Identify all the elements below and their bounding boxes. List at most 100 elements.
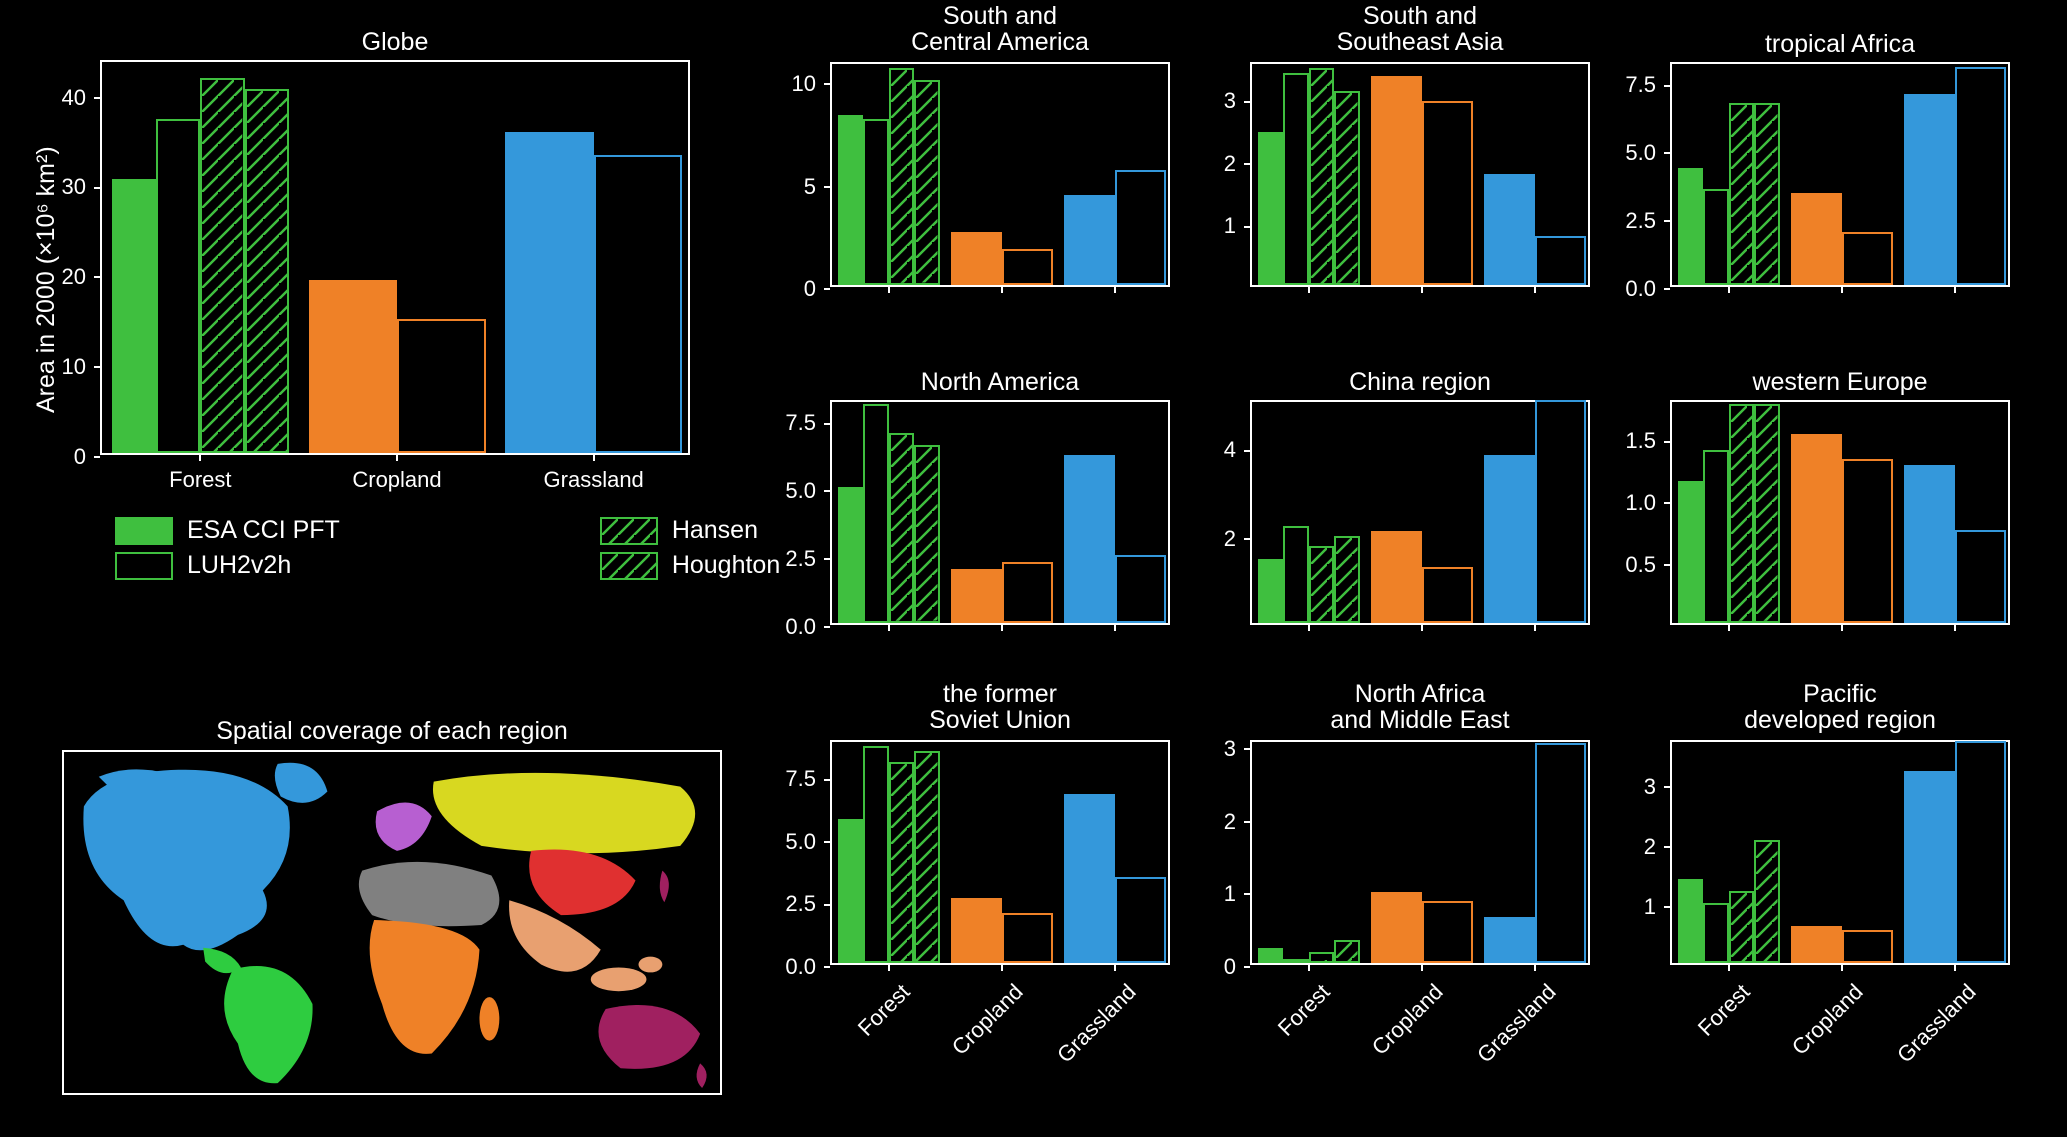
bar <box>1535 743 1586 963</box>
panel-scamerica: South and Central America0510 <box>830 62 1170 287</box>
ytick-label: 10 <box>792 71 816 97</box>
panel-title: western Europe <box>1672 369 2008 395</box>
ytick-label: 20 <box>62 264 86 290</box>
bar <box>1283 959 1309 963</box>
bar <box>1678 879 1704 963</box>
ytick-label: 1.0 <box>1625 490 1656 516</box>
bar <box>1115 555 1166 623</box>
ytick-label: 0 <box>1224 954 1236 980</box>
ytick-label: 5 <box>804 174 816 200</box>
xtick-label: Grassland <box>1038 979 1141 1082</box>
bar <box>838 819 864 963</box>
bar <box>1703 189 1729 285</box>
ytick-label: 2.5 <box>1625 208 1656 234</box>
bar <box>1678 481 1704 623</box>
bar <box>1729 891 1755 963</box>
bar <box>1535 236 1586 285</box>
legend-label: Hansen <box>672 516 758 545</box>
world-map <box>64 752 720 1093</box>
bar <box>1002 249 1053 285</box>
panel-sseasia: South and Southeast Asia123 <box>1250 62 1590 287</box>
bar <box>1115 170 1166 285</box>
ytick-label: 0 <box>74 444 86 470</box>
bar <box>397 319 486 453</box>
xtick-label: Grassland <box>1878 979 1981 1082</box>
bar <box>1309 952 1335 963</box>
bar <box>1309 546 1335 623</box>
bar <box>1703 903 1729 963</box>
panel-title: China region <box>1252 369 1588 395</box>
bar <box>838 115 864 285</box>
bar <box>1791 926 1842 963</box>
bar <box>889 68 915 285</box>
panel-title: South and Southeast Asia <box>1252 3 1588 56</box>
legend-item: Hansen <box>600 516 780 545</box>
bar <box>863 746 889 964</box>
panel-title: tropical Africa <box>1672 31 2008 57</box>
bar <box>914 80 940 285</box>
ytick-label: 2 <box>1224 526 1236 552</box>
ytick-label: 3 <box>1644 774 1656 800</box>
bar <box>1334 940 1360 963</box>
bar <box>1484 455 1535 623</box>
bar <box>1791 193 1842 285</box>
bar <box>1115 877 1166 963</box>
bar <box>838 487 864 623</box>
bar <box>889 762 915 963</box>
map-title: Spatial coverage of each region <box>62 718 722 744</box>
panel-title: South and Central America <box>832 3 1168 56</box>
bar <box>1842 930 1893 963</box>
bar <box>951 232 1002 285</box>
bar <box>594 155 683 453</box>
bar <box>1309 68 1335 286</box>
bar <box>863 119 889 285</box>
xtick-label: Grassland <box>534 467 654 493</box>
bar <box>156 119 200 453</box>
bar <box>1258 132 1284 285</box>
bar <box>1754 103 1780 285</box>
bar <box>1422 901 1473 963</box>
bar <box>1754 840 1780 963</box>
bar <box>1754 404 1780 623</box>
bar <box>951 898 1002 963</box>
legend-item: ESA CCI PFT <box>115 516 340 545</box>
ytick-label: 30 <box>62 174 86 200</box>
bar <box>914 751 940 964</box>
ytick-label: 3 <box>1224 736 1236 762</box>
bar <box>1484 174 1535 285</box>
ytick-label: 10 <box>62 354 86 380</box>
bar <box>1955 530 2006 623</box>
bar <box>1703 450 1729 623</box>
bar <box>1842 459 1893 623</box>
panel-pacific: Pacific developed region123ForestCroplan… <box>1670 740 2010 965</box>
xtick-label: Forest <box>1652 979 1755 1082</box>
bar <box>1729 404 1755 623</box>
bar <box>1842 232 1893 285</box>
panel-nafrica: North Africa and Middle East0123ForestCr… <box>1250 740 1590 965</box>
panel-weurope: western Europe0.51.01.5 <box>1670 400 2010 625</box>
bar <box>1064 455 1115 623</box>
bar <box>1334 91 1360 285</box>
ytick-label: 5.0 <box>785 478 816 504</box>
panel-fsu: the former Soviet Union0.02.55.07.5Fores… <box>830 740 1170 965</box>
bar <box>1422 101 1473 285</box>
panel-namerica: North America0.02.55.07.5 <box>830 400 1170 625</box>
ytick-label: 40 <box>62 85 86 111</box>
panel-tropafrica: tropical Africa0.02.55.07.5 <box>1670 62 2010 287</box>
y-axis-label: Area in 2000 (×10⁶ km²) <box>32 146 61 413</box>
bar <box>1729 103 1755 285</box>
ytick-label: 2 <box>1224 151 1236 177</box>
ytick-label: 1 <box>1644 894 1656 920</box>
ytick-label: 1 <box>1224 881 1236 907</box>
ytick-label: 1.5 <box>1625 428 1656 454</box>
xtick-label: Forest <box>140 467 260 493</box>
bar <box>914 445 940 623</box>
legend: ESA CCI PFTLUH2v2hHansenHoughton <box>115 510 780 586</box>
panel-title: Pacific developed region <box>1672 681 2008 734</box>
bar <box>1283 73 1309 286</box>
legend-swatch <box>600 517 658 545</box>
legend-label: LUH2v2h <box>187 551 291 580</box>
bar <box>1791 434 1842 623</box>
bar <box>863 404 889 623</box>
bar <box>1334 536 1360 623</box>
